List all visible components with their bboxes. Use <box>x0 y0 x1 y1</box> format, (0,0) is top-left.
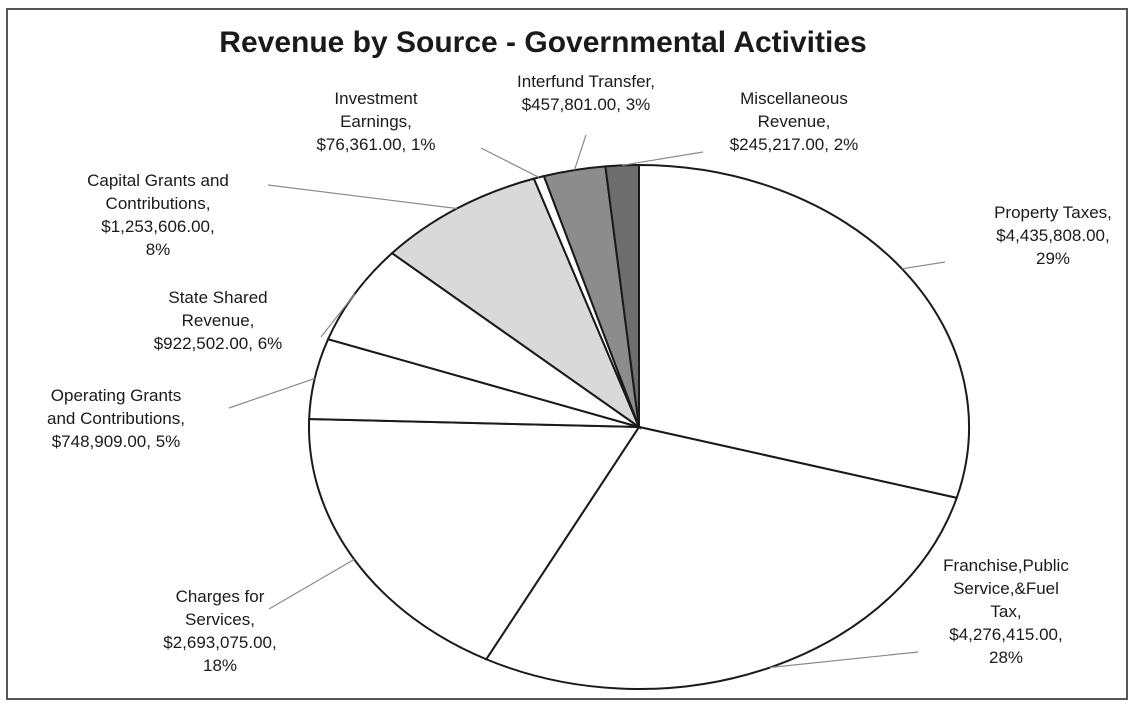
leader-line <box>622 151 704 166</box>
slice-label-line: Miscellaneous <box>740 89 848 108</box>
slice-label-line: Contributions, <box>106 194 211 213</box>
pie-slice <box>390 177 642 430</box>
slice-label-line: $748,909.00, 5% <box>52 432 181 451</box>
slice-label-line: Service,&Fuel <box>953 579 1059 598</box>
slice-label-line: Revenue, <box>182 311 255 330</box>
slice-label-line: $2,693,075.00, <box>163 633 276 652</box>
slice-label-line: $4,435,808.00, <box>996 226 1109 245</box>
pie-slice <box>308 418 641 661</box>
slice-label-line: Tax, <box>990 602 1021 621</box>
slice-label-line: $4,276,415.00, <box>949 625 1062 644</box>
leader-line <box>480 147 540 178</box>
slice-label-line: Investment <box>334 89 417 108</box>
leader-line <box>901 261 946 270</box>
slice-label-line: 8% <box>146 240 171 259</box>
slice-label-line: $245,217.00, 2% <box>730 135 859 154</box>
pie-slice <box>638 163 970 500</box>
slice-label-line: 28% <box>989 648 1023 667</box>
slice-label: State Shared Revenue, $922,502.00, 6% <box>154 288 283 353</box>
leader-line <box>769 651 919 669</box>
slice-label-line: Services, <box>185 610 255 629</box>
leader-line <box>268 558 355 610</box>
slice-label: Capital Grants and Contributions, $1,253,6… <box>87 171 229 259</box>
slice-label-line: $457,801.00, 3% <box>522 95 651 114</box>
pie-slice <box>604 163 640 428</box>
slice-label-line: Earnings, <box>340 112 412 131</box>
chart-frame: Revenue by Source - Governmental Activit… <box>6 8 1128 700</box>
leader-line <box>267 184 457 210</box>
slice-label-line: Interfund Transfer, <box>517 72 655 91</box>
slice-label: Property Taxes, $4,435,808.00, 29% <box>994 203 1112 268</box>
leader-line <box>320 293 356 338</box>
chart-title: Revenue by Source - Governmental Activit… <box>219 26 866 59</box>
slice-label-line: 29% <box>1036 249 1070 268</box>
slice-label-line: Franchise,Public <box>943 556 1069 575</box>
slice-label-line: Revenue, <box>758 112 831 131</box>
slice-label-line: and Contributions, <box>47 409 185 428</box>
leader-line <box>573 134 587 171</box>
slice-label: Miscellaneous Revenue, $245,217.00, 2% <box>730 89 859 154</box>
slice-label: Investment Earnings, $76,361.00, 1% <box>316 89 435 154</box>
slice-label: Charges for Services, $2,693,075.00, 18% <box>163 587 276 675</box>
leader-line <box>228 377 315 409</box>
slice-label: Franchise,Public Service,&Fuel Tax, $4,276,… <box>943 556 1069 667</box>
slice-label-line: Charges for <box>176 587 265 606</box>
slice-label-line: $922,502.00, 6% <box>154 334 283 353</box>
slice-label-line: Capital Grants and <box>87 171 229 190</box>
pie-slice <box>484 425 959 690</box>
slice-label: Operating Grants and Contributions, $748,9… <box>47 386 185 451</box>
slice-label-line: State Shared <box>168 288 267 307</box>
slice-label-line: $1,253,606.00, <box>101 217 214 236</box>
slice-label: Interfund Transfer, $457,801.00, 3% <box>517 72 655 114</box>
pie-chart: Revenue by Source - Governmental Activit… <box>47 26 1112 690</box>
slice-label-line: $76,361.00, 1% <box>316 135 435 154</box>
slice-label-line: 18% <box>203 656 237 675</box>
slice-label-line: Operating Grants <box>51 386 181 405</box>
slice-label-line: Property Taxes, <box>994 203 1112 222</box>
